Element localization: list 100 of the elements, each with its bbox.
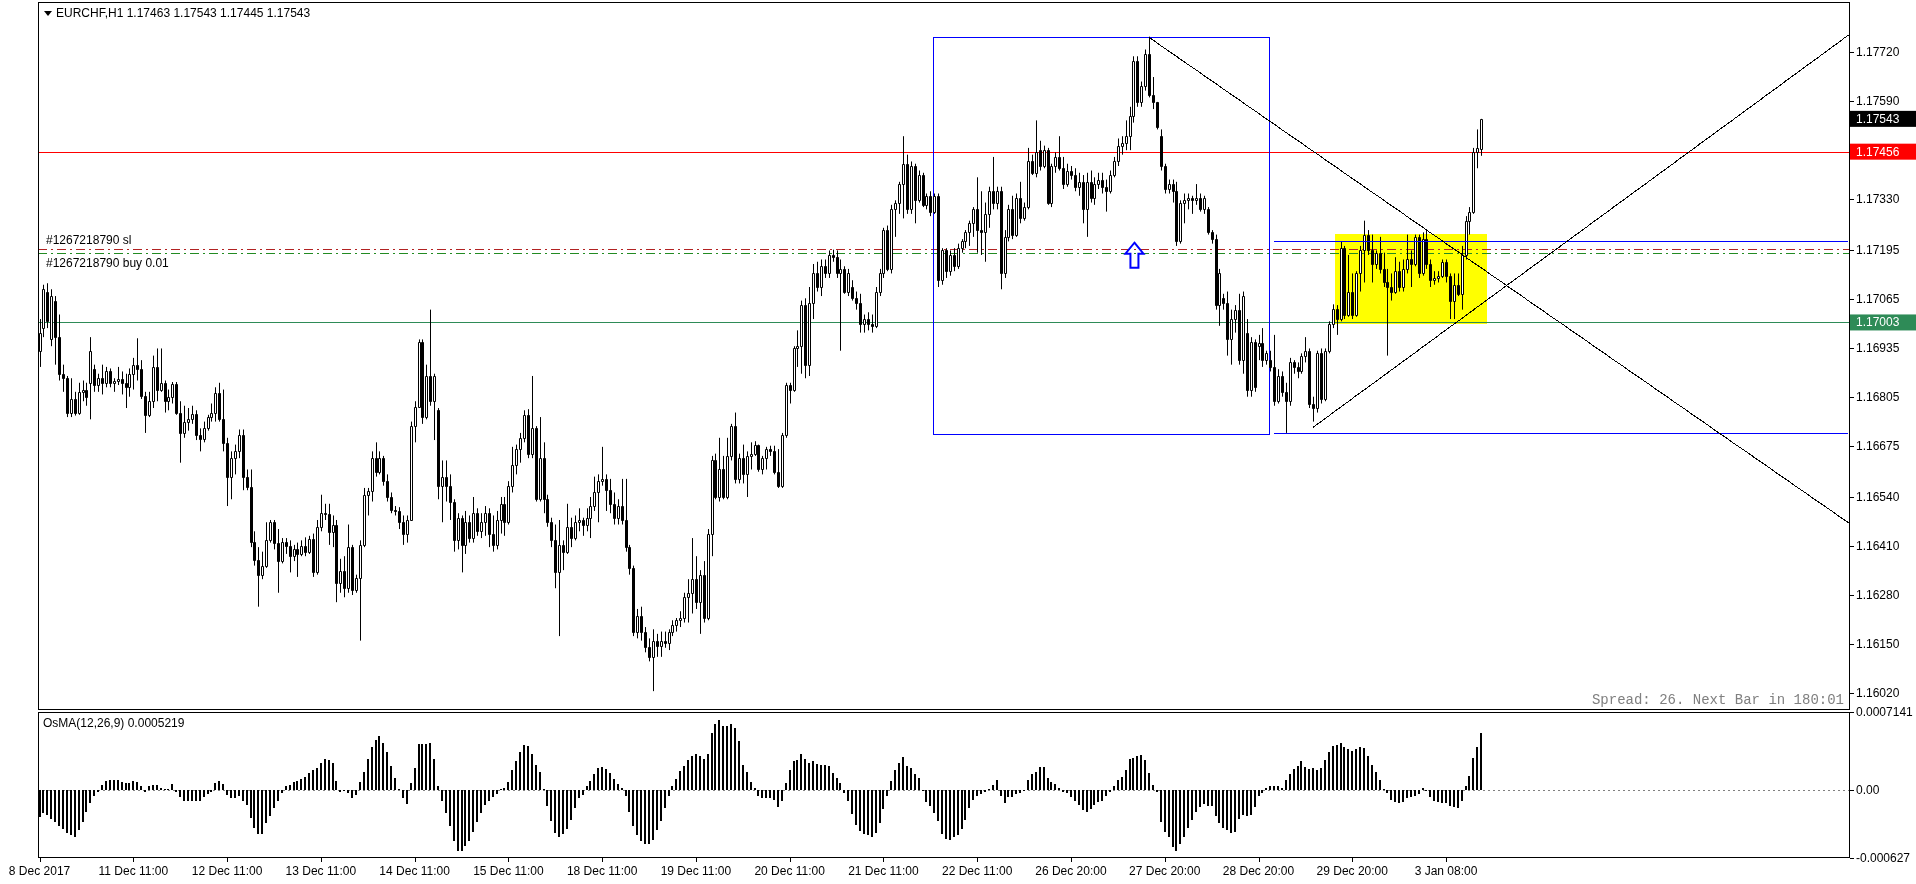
bar (480, 789, 482, 813)
y-tick-label: 1.16935 (1856, 341, 1900, 356)
bar (1433, 789, 1435, 801)
bar (453, 789, 455, 841)
bar (461, 789, 463, 851)
bar (1265, 787, 1267, 790)
bar (1363, 748, 1365, 790)
bar (121, 782, 123, 790)
bar (664, 789, 666, 809)
bar (1328, 751, 1330, 790)
bar (1324, 760, 1326, 790)
bar (449, 789, 451, 826)
bar (1281, 787, 1283, 790)
bar (472, 789, 474, 833)
bar (1371, 764, 1373, 790)
bar (1082, 789, 1084, 811)
candlestick (800, 300, 803, 375)
bar (160, 787, 162, 790)
bar (261, 789, 263, 835)
candlestick (914, 163, 917, 224)
bar (382, 742, 384, 790)
candlestick (1254, 338, 1257, 393)
bar (1035, 772, 1037, 790)
bar (191, 789, 193, 801)
bar (1332, 746, 1334, 790)
bar (42, 789, 44, 813)
bar (58, 789, 60, 826)
bar (929, 789, 931, 807)
candlestick (461, 514, 464, 573)
bar (148, 786, 150, 790)
bar (1234, 789, 1236, 833)
bar (375, 739, 377, 790)
bar (66, 789, 68, 834)
y-tick-label: 1.16410 (1856, 539, 1900, 554)
candlestick (1398, 261, 1401, 293)
bar (605, 769, 607, 790)
bar (1246, 789, 1248, 816)
bar (1445, 789, 1447, 803)
bar (390, 765, 392, 790)
bar (144, 789, 146, 792)
bar (1074, 789, 1076, 801)
bar (183, 789, 185, 801)
bar (933, 789, 935, 813)
bar (1109, 789, 1111, 792)
bar (457, 789, 459, 851)
bar (1316, 770, 1318, 790)
bar (132, 781, 134, 790)
bar (754, 787, 756, 790)
bar (285, 786, 287, 790)
bar (351, 789, 353, 799)
bar (1277, 786, 1279, 790)
bar (273, 789, 275, 809)
bar (836, 777, 838, 790)
candlestick (558, 519, 561, 637)
x-tick-label: 13 Dec 11:00 (285, 864, 357, 878)
bar (78, 789, 80, 831)
bar (601, 766, 603, 790)
bar (152, 785, 154, 790)
bar (527, 746, 529, 790)
bar (1230, 789, 1232, 834)
bar (410, 783, 412, 790)
candlestick (1047, 147, 1050, 206)
candlestick (289, 539, 292, 573)
bar (312, 770, 314, 790)
bar (1160, 789, 1162, 823)
bar (898, 762, 900, 790)
bar (789, 770, 791, 790)
bar (394, 777, 396, 790)
bar (867, 789, 869, 836)
candlestick (347, 524, 350, 594)
bar (890, 781, 892, 790)
bar (1402, 789, 1404, 802)
bar (953, 789, 955, 837)
bar (406, 789, 408, 804)
bar (414, 767, 416, 790)
bar (62, 789, 64, 829)
bar (757, 789, 759, 797)
bar (1086, 789, 1088, 812)
y-tick-label: 1.16020 (1856, 686, 1900, 701)
bar (523, 745, 525, 790)
bar (738, 740, 740, 790)
bar (1090, 789, 1092, 810)
bar (105, 781, 107, 790)
bar (1039, 766, 1041, 790)
y-tick-label: 1.17195 (1856, 243, 1900, 258)
bar (320, 762, 322, 790)
bar (515, 761, 517, 790)
bar (722, 725, 724, 790)
bar (1132, 758, 1134, 790)
candlestick (1453, 272, 1456, 320)
bar (1140, 754, 1142, 790)
bar (117, 779, 119, 790)
bar (582, 789, 584, 796)
y-tick-label: 1.16280 (1856, 588, 1900, 603)
y-tick-label: 0.00 (1856, 782, 1880, 797)
bar (199, 789, 201, 801)
bar (632, 789, 634, 826)
bar (554, 789, 556, 834)
bar (277, 789, 279, 801)
bar (816, 763, 818, 790)
